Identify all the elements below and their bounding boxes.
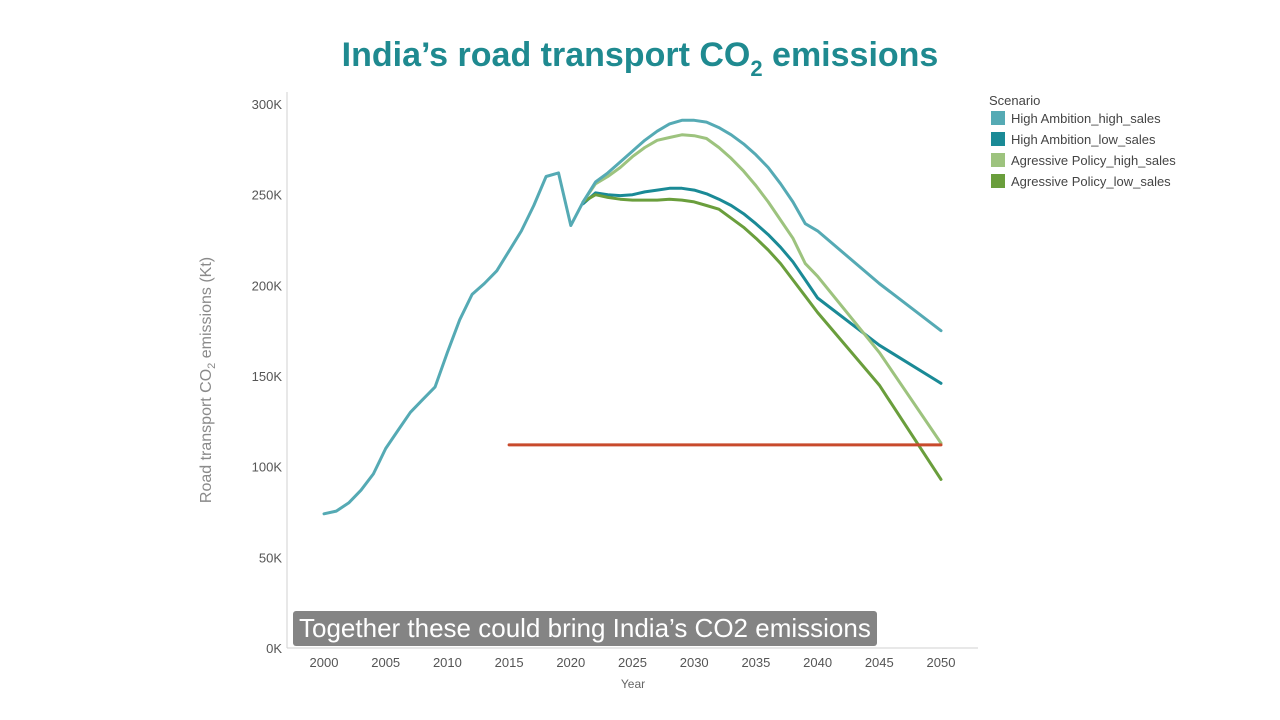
subtitle-caption: Together these could bring India’s CO2 e…: [293, 611, 877, 646]
x-tick-label: 2045: [865, 655, 894, 670]
legend-swatch: [991, 132, 1005, 146]
series-line-0: [322, 118, 943, 516]
legend-swatch: [991, 153, 1005, 167]
x-tick-label: 2010: [433, 655, 462, 670]
y-axis-label: Road transport CO2 emissions (Kt): [198, 257, 218, 503]
series-line-3: [581, 193, 943, 481]
x-tick-label: 2015: [495, 655, 524, 670]
legend-title: Scenario: [989, 93, 1040, 108]
x-tick-label: 2030: [680, 655, 709, 670]
y-tick-label: 200K: [252, 278, 283, 293]
series-line-2: [581, 133, 943, 445]
legend-swatch: [991, 111, 1005, 125]
legend-label: High Ambition_low_sales: [1011, 132, 1156, 147]
legend: Scenario High Ambition_high_sales High Am…: [989, 93, 1176, 189]
x-axis-label: Year: [621, 677, 645, 691]
y-axis-label-suffix: emissions (Kt): [198, 257, 215, 363]
chart-title-main: India’s road transport CO: [342, 36, 751, 74]
y-tick-label: 0K: [266, 641, 282, 656]
y-tick-label: 250K: [252, 188, 283, 203]
legend-label: High Ambition_high_sales: [1011, 111, 1161, 126]
chart-title-suffix: emissions: [763, 36, 939, 74]
x-tick-label: 2035: [741, 655, 770, 670]
x-tick-label: 2020: [556, 655, 585, 670]
x-tick-label: 2000: [310, 655, 339, 670]
x-tick-label: 2040: [803, 655, 832, 670]
legend-label: Agressive Policy_low_sales: [1011, 174, 1171, 189]
y-tick-label: 300K: [252, 97, 283, 112]
y-tick-label: 150K: [252, 369, 283, 384]
x-tick-label: 2050: [927, 655, 956, 670]
series-line-1: [581, 186, 943, 385]
legend-swatch: [991, 174, 1005, 188]
series-lines: [322, 118, 943, 516]
x-tick-label: 2025: [618, 655, 647, 670]
chart-title: India’s road transport CO2 emissions: [342, 36, 939, 81]
legend-label: Agressive Policy_high_sales: [1011, 153, 1176, 168]
y-axis-label-subscript: 2: [206, 363, 218, 369]
x-tick-label: 2005: [371, 655, 400, 670]
y-ticks: 0K 50K 100K 150K 200K 250K 300K: [252, 97, 283, 656]
x-ticks: 2000 2005 2010 2015 2020 2025 2030 2035 2040 2045…: [310, 655, 956, 670]
chart-title-subscript: 2: [750, 56, 762, 81]
y-axis-label-main: Road transport CO: [198, 369, 215, 503]
y-tick-label: 50K: [259, 550, 282, 565]
y-tick-label: 100K: [252, 460, 283, 475]
